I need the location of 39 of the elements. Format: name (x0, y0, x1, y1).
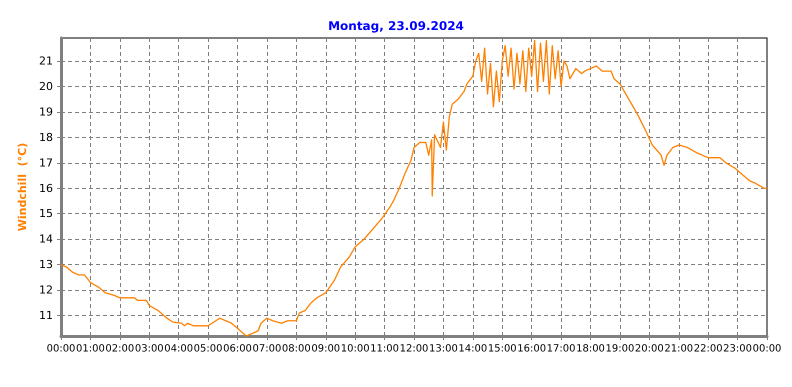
x-tick-label: 00:00 (752, 344, 782, 354)
x-tick-label: 07:00 (252, 344, 282, 354)
x-tick-label: 13:00 (429, 344, 458, 354)
y-tick-label: 14 (39, 232, 53, 246)
chart-title: Montag, 23.09.2024 (328, 19, 464, 33)
x-tick-label: 21:00 (664, 344, 694, 354)
x-tick-label: 04:00 (164, 344, 194, 354)
x-tick-label: 05:00 (194, 344, 222, 354)
x-tick-label: 00:00 (46, 344, 76, 354)
x-tick-label: 01:00 (76, 344, 105, 354)
y-tick-label: 12 (39, 284, 53, 297)
x-tick-label: 12:00 (400, 344, 428, 354)
x-tick-label: 08:00 (282, 344, 311, 354)
y-tick-label: 17 (39, 156, 53, 170)
x-tick-label: 23:00 (723, 344, 752, 354)
y-tick-label: 11 (39, 309, 53, 322)
y-tick-label: 20 (39, 80, 53, 93)
x-tick-label: 14:00 (458, 344, 488, 354)
x-tick-label: 18:00 (576, 344, 605, 354)
x-tick-label: 19:00 (606, 344, 634, 354)
x-tick-label: 09:00 (311, 344, 340, 354)
y-tick-label: 18 (39, 130, 53, 144)
x-tick-label: 15:00 (488, 344, 517, 354)
x-tick-label: 10:00 (340, 344, 370, 354)
x-tick-label: 17:00 (546, 344, 576, 354)
x-tick-label: 11:00 (370, 344, 399, 354)
x-tick-label: 20:00 (634, 344, 664, 354)
x-tick-label: 06:00 (223, 344, 252, 354)
y-tick-label: 15 (39, 207, 53, 220)
y-tick-label: 21 (39, 54, 53, 68)
x-tick-label: 22:00 (694, 344, 723, 354)
y-tick-label: 13 (39, 258, 53, 272)
x-tick-label: 16:00 (517, 344, 546, 354)
y-axis-title: Windchill (°C) (16, 142, 30, 232)
y-tick-label: 19 (39, 105, 53, 118)
line-series (60, 40, 768, 337)
x-tick-label: 03:00 (134, 344, 164, 354)
x-tick-label: 02:00 (105, 344, 134, 354)
y-tick-label: 16 (39, 182, 53, 195)
